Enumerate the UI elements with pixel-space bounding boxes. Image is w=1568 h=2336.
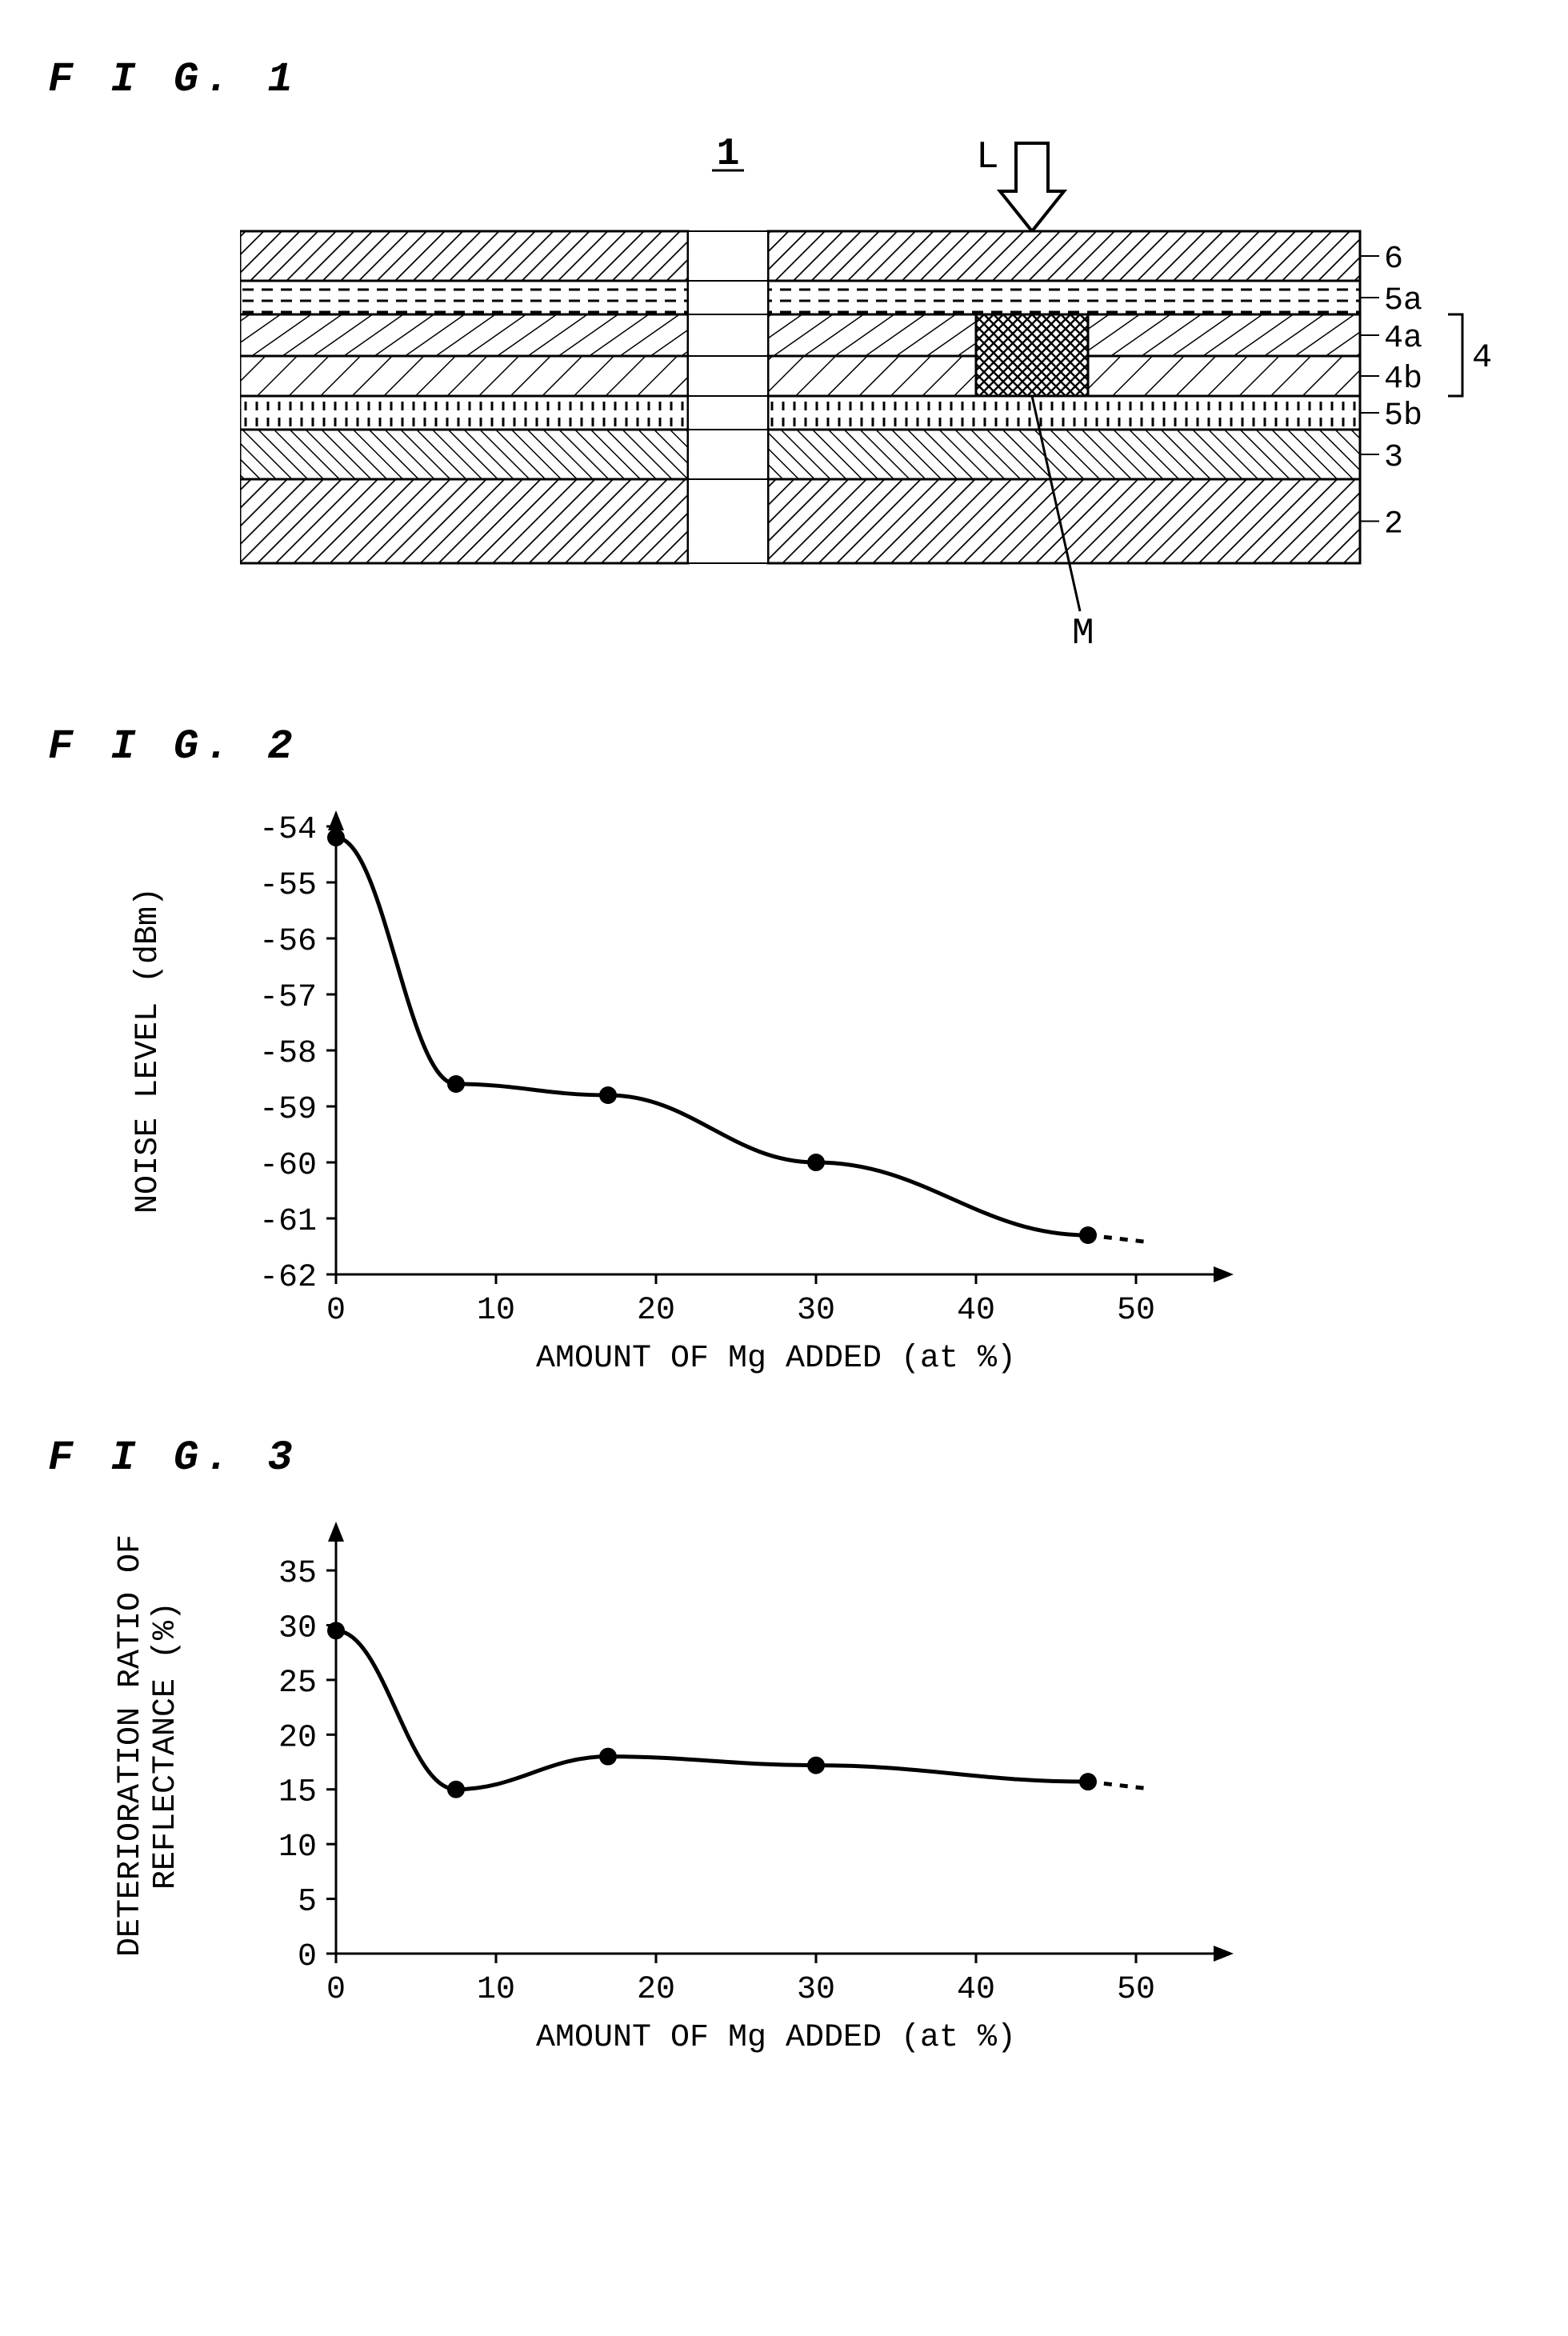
svg-text:L: L bbox=[976, 136, 999, 179]
fig2-svg: 0 10 20 30 40 50 -54 -55 -56 -57 -58 -59 -60 -61 -62 AM… bbox=[112, 794, 1296, 1386]
fig2-title: F I G. 2 bbox=[48, 723, 1536, 770]
svg-text:2: 2 bbox=[1384, 507, 1403, 543]
svg-text:35: 35 bbox=[278, 1556, 317, 1592]
svg-text:-54: -54 bbox=[259, 812, 317, 848]
svg-text:AMOUNT OF Mg ADDED (at %): AMOUNT OF Mg ADDED (at %) bbox=[536, 1341, 1016, 1377]
svg-text:30: 30 bbox=[797, 1972, 835, 2008]
svg-text:DETERIORATION RATIO OFREFLECTA: DETERIORATION RATIO OFREFLECTANCE (%) bbox=[113, 1534, 184, 1957]
svg-text:M: M bbox=[1072, 613, 1094, 654]
svg-text:20: 20 bbox=[637, 1293, 675, 1329]
svg-text:-59: -59 bbox=[259, 1092, 317, 1128]
svg-text:5a: 5a bbox=[1384, 283, 1422, 319]
svg-text:40: 40 bbox=[957, 1293, 995, 1329]
svg-text:25: 25 bbox=[278, 1666, 317, 1702]
svg-text:40: 40 bbox=[957, 1972, 995, 2008]
svg-text:6: 6 bbox=[1384, 242, 1403, 278]
svg-text:4: 4 bbox=[1472, 338, 1492, 377]
svg-text:50: 50 bbox=[1117, 1972, 1155, 2008]
svg-text:10: 10 bbox=[278, 1830, 317, 1866]
fig3-svg: 0 10 20 30 40 50 0 5 10 15 20 25 30 35 AMOUNT OF Mg AD… bbox=[112, 1506, 1296, 2066]
fig1-diagram: 1L65a4a4b5b324M bbox=[240, 127, 1360, 675]
fig1-title: F I G. 1 bbox=[48, 56, 1536, 103]
svg-text:-58: -58 bbox=[259, 1036, 317, 1072]
svg-text:4a: 4a bbox=[1384, 321, 1422, 357]
svg-text:10: 10 bbox=[477, 1972, 515, 2008]
svg-text:-57: -57 bbox=[259, 980, 317, 1016]
svg-text:30: 30 bbox=[797, 1293, 835, 1329]
svg-text:-62: -62 bbox=[259, 1260, 317, 1296]
svg-text:50: 50 bbox=[1117, 1293, 1155, 1329]
svg-text:0: 0 bbox=[326, 1293, 346, 1329]
fig1-svg: 1L65a4a4b5b324M bbox=[240, 127, 1536, 675]
svg-text:5b: 5b bbox=[1384, 398, 1422, 434]
svg-text:4b: 4b bbox=[1384, 362, 1422, 398]
svg-text:0: 0 bbox=[326, 1972, 346, 2008]
fig3-chart: 0 10 20 30 40 50 0 5 10 15 20 25 30 35 AMOUNT OF Mg AD… bbox=[112, 1506, 1536, 2066]
svg-text:NOISE LEVEL (dBm): NOISE LEVEL (dBm) bbox=[130, 887, 166, 1214]
svg-text:3: 3 bbox=[1384, 440, 1403, 476]
fig3-title: F I G. 3 bbox=[48, 1434, 1536, 1482]
svg-text:0: 0 bbox=[298, 1939, 317, 1975]
svg-text:15: 15 bbox=[278, 1775, 317, 1811]
svg-text:10: 10 bbox=[477, 1293, 515, 1329]
svg-text:5: 5 bbox=[298, 1885, 317, 1921]
fig2-chart: 0 10 20 30 40 50 -54 -55 -56 -57 -58 -59 -60 -61 -62 AM… bbox=[112, 794, 1536, 1386]
svg-text:-55: -55 bbox=[259, 868, 317, 904]
svg-text:-60: -60 bbox=[259, 1148, 317, 1184]
svg-text:30: 30 bbox=[278, 1610, 317, 1646]
svg-text:-56: -56 bbox=[259, 924, 317, 960]
svg-text:-61: -61 bbox=[259, 1204, 317, 1240]
svg-text:AMOUNT OF Mg ADDED (at %): AMOUNT OF Mg ADDED (at %) bbox=[536, 2020, 1016, 2056]
svg-text:20: 20 bbox=[278, 1720, 317, 1756]
svg-text:20: 20 bbox=[637, 1972, 675, 2008]
